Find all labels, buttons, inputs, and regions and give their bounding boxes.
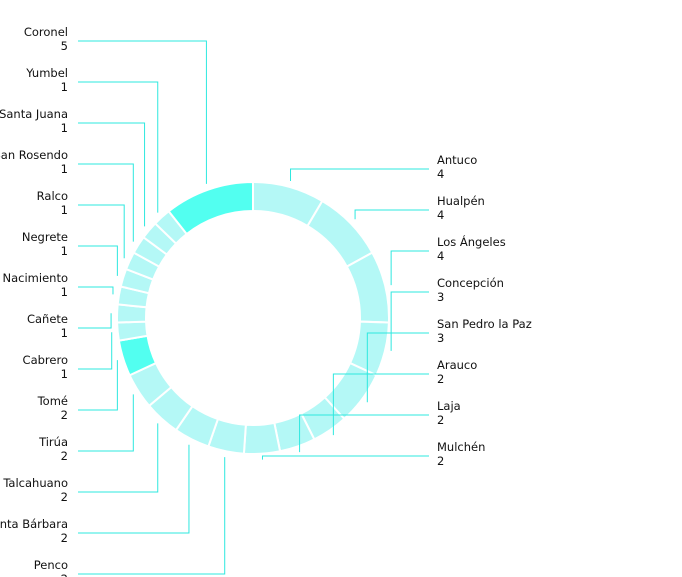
- label-mulchen: Mulchén: [437, 440, 485, 454]
- slice-hualpen[interactable]: [306, 199, 374, 268]
- value-laja: 2: [437, 413, 444, 427]
- leader-line-tome: [78, 360, 118, 411]
- leader-line-los-angeles: [390, 250, 429, 286]
- label-nacimiento: Nacimiento: [3, 271, 68, 285]
- leader-line-laja: [299, 414, 429, 453]
- leader-line-concepcion: [390, 291, 429, 351]
- leader-line-cabrero: [78, 332, 113, 370]
- leader-line-yumbel: [78, 81, 159, 213]
- leader-line-antuco: [290, 168, 429, 182]
- value-santa-barbara: 2: [61, 531, 68, 545]
- value-canete: 1: [61, 326, 68, 340]
- label-penco: Penco: [34, 558, 68, 572]
- value-coronel: 5: [61, 39, 68, 53]
- label-hualpen: Hualpén: [437, 194, 485, 208]
- leader-line-negrete: [78, 245, 118, 276]
- label-laja: Laja: [437, 399, 461, 413]
- label-tirua: Tirúa: [38, 435, 68, 449]
- value-san-rosendo: 1: [61, 162, 68, 176]
- label-tome: Tomé: [37, 394, 68, 408]
- leader-line-san-pedro-la-paz: [366, 332, 429, 403]
- label-coronel: Coronel: [24, 25, 68, 39]
- leader-line-tirua: [78, 394, 134, 452]
- label-ralco: Ralco: [37, 189, 68, 203]
- label-santa-juana: Santa Juana: [0, 107, 68, 121]
- value-mulchen: 2: [437, 454, 444, 468]
- leader-line-talcahuano: [78, 423, 159, 493]
- value-san-pedro-la-paz: 3: [437, 331, 444, 345]
- label-san-rosendo: San Rosendo: [0, 148, 68, 162]
- value-tirua: 2: [61, 449, 68, 463]
- slice-mulchen[interactable]: [242, 421, 282, 455]
- value-negrete: 1: [61, 244, 68, 258]
- leader-line-ralco: [78, 204, 125, 259]
- leader-line-coronel: [78, 40, 207, 184]
- label-los-angeles: Los Ángeles: [437, 234, 506, 249]
- label-canete: Cañete: [27, 312, 68, 326]
- leader-line-santa-barbara: [78, 444, 190, 534]
- value-nacimiento: 1: [61, 285, 68, 299]
- leader-line-canete: [78, 313, 112, 329]
- value-yumbel: 1: [61, 80, 68, 94]
- leader-line-hualpen: [354, 209, 429, 220]
- value-ralco: 1: [61, 203, 68, 217]
- leader-line-mulchen: [261, 455, 429, 460]
- label-concepcion: Concepción: [437, 276, 504, 290]
- leader-lines: [78, 40, 429, 575]
- slice-los-angeles[interactable]: [345, 251, 390, 324]
- leader-line-santa-juana: [78, 122, 146, 227]
- value-tome: 2: [61, 408, 68, 422]
- leader-line-nacimiento: [78, 286, 114, 295]
- leader-line-san-rosendo: [78, 163, 134, 242]
- donut-slices: [116, 180, 390, 455]
- value-penco: 2: [61, 572, 68, 577]
- value-concepcion: 3: [437, 290, 444, 304]
- label-arauco: Arauco: [437, 358, 477, 372]
- value-antuco: 4: [437, 167, 444, 181]
- label-santa-barbara: Santa Bárbara: [0, 517, 68, 531]
- slice-coronel[interactable]: [167, 180, 254, 236]
- value-cabrero: 1: [61, 367, 68, 381]
- value-los-angeles: 4: [437, 249, 444, 263]
- label-yumbel: Yumbel: [25, 66, 68, 80]
- label-cabrero: Cabrero: [23, 353, 68, 367]
- leader-line-penco: [78, 457, 226, 575]
- label-san-pedro-la-paz: San Pedro la Paz: [437, 317, 532, 331]
- label-negrete: Negrete: [22, 230, 68, 244]
- value-santa-juana: 1: [61, 121, 68, 135]
- value-talcahuano: 2: [61, 490, 68, 504]
- label-talcahuano: Talcahuano: [2, 476, 68, 490]
- value-hualpen: 4: [437, 208, 444, 222]
- value-arauco: 2: [437, 372, 444, 386]
- label-antuco: Antuco: [437, 153, 477, 167]
